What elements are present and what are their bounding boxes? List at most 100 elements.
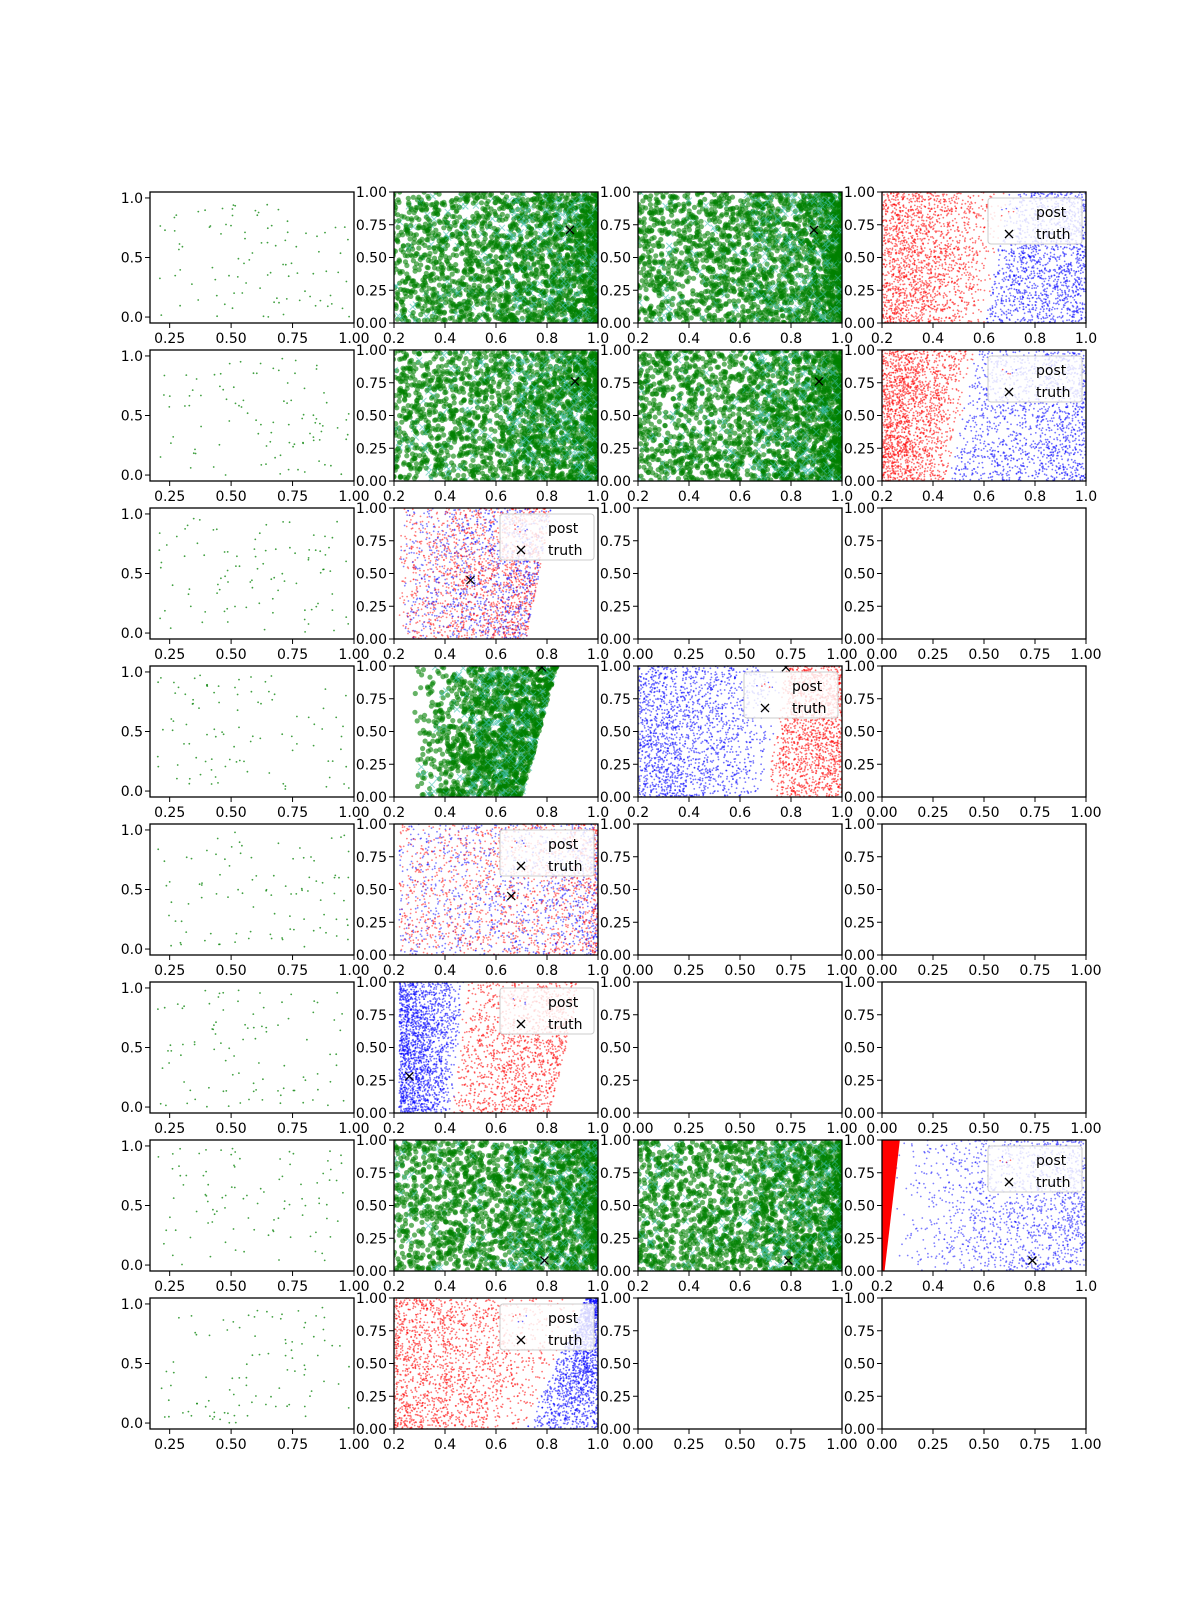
green-point: [487, 223, 493, 229]
sample-point: [232, 204, 235, 207]
cyan-x-point: [555, 252, 563, 259]
green-point: [516, 290, 522, 296]
green-point: [516, 241, 522, 248]
green-point: [564, 195, 570, 202]
green-point: [778, 254, 784, 260]
green-point: [716, 219, 723, 225]
cyan-x-point: [505, 232, 513, 240]
green-point: [774, 248, 780, 254]
green-point: [430, 293, 436, 299]
green-point: [741, 273, 747, 279]
green-point: [497, 266, 503, 272]
cyan-x-point: [555, 195, 562, 203]
green-point: [446, 299, 452, 305]
sample-point: [231, 208, 234, 210]
green-point: [453, 246, 460, 252]
sample-point: [345, 280, 348, 283]
green-point: [452, 319, 458, 323]
green-point: [632, 252, 637, 257]
green-point: [581, 285, 587, 291]
green-point: [408, 222, 414, 228]
green-point: [500, 251, 506, 257]
green-point: [655, 287, 661, 293]
cyan-x-point: [576, 272, 584, 280]
green-point: [412, 268, 418, 274]
cyan-x-point: [569, 201, 576, 209]
green-point: [696, 209, 702, 215]
green-point: [544, 264, 551, 270]
green-point: [419, 240, 425, 246]
green-point: [504, 267, 510, 273]
green-point: [803, 297, 809, 303]
green-point: [741, 258, 747, 264]
green-point: [432, 210, 438, 216]
sample-point: [319, 299, 322, 302]
green-point: [435, 295, 441, 301]
green-point: [493, 254, 499, 260]
green-point: [503, 292, 509, 298]
sample-point: [343, 226, 346, 229]
green-point: [387, 222, 392, 227]
cyan-x-point: [568, 318, 576, 323]
cyan-x-point: [568, 262, 576, 269]
sample-point: [286, 220, 289, 223]
green-point: [476, 283, 483, 289]
green-point: [467, 306, 473, 312]
green-point: [680, 236, 686, 242]
green-point: [441, 310, 447, 316]
green-point: [440, 201, 446, 207]
green-point: [739, 203, 745, 209]
green-point: [766, 308, 772, 314]
green-point: [524, 234, 530, 240]
green-point: [485, 294, 491, 301]
green-point: [643, 205, 649, 211]
green-point: [525, 313, 531, 319]
green-point: [718, 287, 724, 294]
green-point: [806, 211, 812, 218]
cyan-x-point: [505, 257, 513, 265]
green-point: [572, 312, 578, 318]
green-point: [394, 230, 396, 236]
green-point: [422, 221, 428, 227]
green-point: [638, 295, 642, 301]
green-point: [785, 257, 791, 263]
sample-point: [251, 252, 254, 254]
sample-point: [211, 266, 214, 269]
green-point: [421, 252, 427, 258]
green-point: [436, 231, 442, 237]
cyan-x-point: [520, 192, 527, 198]
green-point: [651, 235, 657, 241]
green-point: [787, 315, 793, 321]
green-point: [389, 315, 394, 320]
green-point: [679, 270, 685, 277]
green-point: [819, 235, 825, 241]
cyan-x-point: [542, 310, 550, 318]
green-point: [558, 268, 564, 274]
x-tick-label: 0.8: [780, 331, 802, 347]
green-point: [467, 316, 473, 323]
green-point: [826, 288, 832, 295]
green-point: [476, 312, 483, 318]
green-point: [396, 258, 403, 264]
green-point: [499, 211, 505, 217]
green-point: [652, 217, 658, 223]
cyan-x-point: [516, 230, 524, 238]
green-point: [728, 226, 734, 232]
cyan-x-point: [530, 300, 538, 307]
subplot-r0-c0: 0.25 0.50 0.75 1.000.00.51.0: [121, 191, 370, 347]
green-point: [651, 243, 657, 249]
green-point: [433, 308, 440, 315]
green-point: [518, 236, 524, 242]
cyan-x-point: [484, 258, 491, 265]
green-point: [726, 298, 733, 304]
green-point: [549, 196, 556, 202]
cyan-x-point: [531, 244, 539, 252]
green-point: [443, 285, 449, 291]
green-point: [781, 221, 787, 227]
sample-point: [304, 290, 306, 293]
sample-point: [178, 243, 181, 245]
sample-point: [266, 241, 269, 244]
cyan-x-point: [579, 263, 586, 271]
green-point: [525, 254, 531, 260]
green-point: [834, 319, 840, 323]
